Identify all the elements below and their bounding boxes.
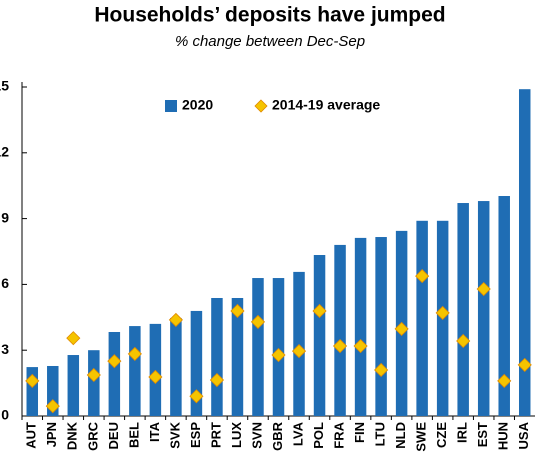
x-tick-label: LTU [373,422,388,446]
bar [67,355,80,416]
x-tick-label: DEU [106,422,121,449]
diamond-marker [374,362,389,378]
diamond-marker [189,389,204,404]
bar [272,278,285,416]
legend-label: 2020 [182,97,213,113]
y-tick-label: 15 [0,78,9,94]
x-tick-label: NLD [393,422,408,449]
diamond-marker [66,331,81,346]
x-tick-label: HUN [496,422,511,450]
diamond-marker [250,314,266,329]
diamond-marker [497,373,512,388]
diamond-marker [25,373,40,388]
bar [26,367,39,416]
x-tick-label: SVK [167,421,182,448]
x-tick-label: EST [475,422,490,447]
legend-swatch [165,100,177,112]
x-tick-label: POL [311,422,326,449]
legend-swatch [254,99,268,113]
diamond-marker [353,338,368,354]
diamond-marker [291,344,307,359]
diamond-marker [86,367,101,383]
x-tick-label: AUT [24,422,39,449]
diamond-marker [45,399,60,414]
diamond-marker [456,333,471,349]
chart-subtitle: % change between Dec-Sep [175,33,365,50]
bar [47,365,59,416]
diamond-marker [271,347,286,363]
bar [252,278,264,416]
x-tick-label: ESP [188,422,203,448]
x-tick-label: BEL [126,422,141,448]
x-tick-label: CZE [434,422,449,448]
bar [170,317,182,416]
x-tick-label: GRC [85,421,100,451]
diamond-marker [209,372,225,388]
x-tick-label: LVA [290,421,305,446]
x-tick-label: PRT [208,422,223,448]
y-tick-label: 9 [1,209,9,225]
bar [354,237,367,416]
diamond-marker [415,268,430,284]
x-tick-label: DNK [65,421,80,450]
x-tick-label: SWE [414,422,429,452]
x-tick-label: SVN [249,422,264,449]
diamond-marker [230,303,245,319]
bar [293,271,305,416]
diamond-marker [435,305,450,320]
bar [88,350,100,416]
x-tick-label: ITA [147,421,162,442]
diamond-marker [332,338,348,354]
diamond-marker [107,354,122,369]
bar [211,297,223,416]
x-tick-label: JPN [44,422,59,447]
x-tick-label: FIN [352,422,367,443]
y-tick-label: 3 [1,341,9,357]
diamond-marker [312,303,327,319]
bar [416,220,428,416]
x-tick-label: LUX [229,422,244,448]
y-tick-label: 6 [1,275,9,291]
bar [518,89,531,417]
diamond-marker [148,369,163,385]
bar [190,310,203,416]
bar [313,255,326,416]
diamond-marker [394,321,409,336]
diamond-marker [127,346,142,361]
bar [108,331,121,416]
x-tick-label: USA [516,421,531,449]
bar [498,196,510,416]
bar [334,244,346,416]
bar [457,203,469,416]
diamond-marker [476,281,491,297]
x-tick-label: FRA [331,421,346,448]
bar [477,201,490,416]
diamond-marker [168,312,183,327]
bar [375,237,387,416]
y-tick-label: 12 [0,144,9,160]
x-tick-label: IRL [455,422,470,443]
x-tick-label: GBR [270,421,285,451]
chart-title: Households’ deposits have jumped [94,4,445,27]
legend-label: 2014-19 average [272,97,380,113]
bar [231,297,244,416]
y-tick-label: 0 [1,407,9,423]
bar [129,326,141,416]
diamond-marker [517,357,532,372]
